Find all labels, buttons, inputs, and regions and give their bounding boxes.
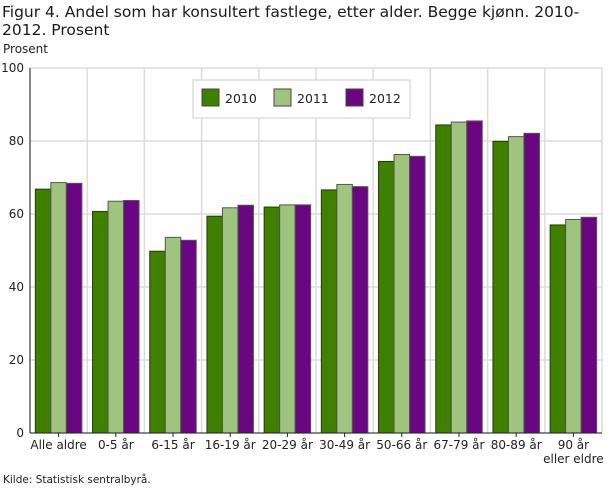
bar-2012 (237, 204, 254, 434)
bar-2010 (34, 188, 52, 434)
y-tick-label: 100 (1, 61, 24, 75)
bar-2011 (336, 183, 353, 434)
y-tick-label: 0 (16, 426, 24, 440)
bar-2012 (351, 186, 369, 434)
bar-2010 (320, 189, 338, 434)
bar-2011 (393, 154, 411, 434)
x-tick-label: Alle aldre (30, 438, 86, 452)
bar-2011 (221, 207, 239, 434)
bar-2011 (164, 236, 182, 434)
x-tick-label: 80-89 år (491, 438, 542, 452)
bar-2010 (378, 160, 395, 434)
x-tick-label: 0-5 år (98, 438, 134, 452)
x-tick-label: 90 år eller eldre (543, 438, 604, 466)
bar-2012 (294, 204, 312, 434)
bar-2011 (279, 204, 296, 434)
bar-2012 (466, 120, 483, 434)
legend-swatch (201, 88, 220, 107)
y-tick-label: 40 (9, 280, 24, 294)
bar-2010 (492, 140, 509, 434)
legend-label: 2011 (297, 91, 329, 106)
x-tick-label: 50-66 år (376, 438, 427, 452)
bar-2010 (149, 250, 166, 434)
y-tick-label: 80 (9, 134, 24, 148)
y-axis-label: Prosent (3, 42, 48, 56)
bar-2012 (580, 216, 598, 434)
legend (192, 79, 411, 119)
bar-2012 (180, 239, 197, 434)
legend-swatch (345, 88, 364, 107)
bar-2011 (50, 182, 67, 434)
bar-2011 (450, 121, 468, 434)
y-tick-label: 60 (9, 207, 24, 221)
y-tick-label: 20 (9, 353, 24, 367)
bar-2010 (92, 210, 109, 434)
bar-2012 (123, 199, 140, 434)
bar-2011 (565, 218, 582, 434)
bar-2011 (507, 136, 525, 434)
x-tick-label: 6-15 år (151, 438, 194, 452)
legend-label: 2012 (369, 91, 401, 106)
bar-2010 (549, 224, 567, 434)
x-tick-label: 67-79 år (434, 438, 485, 452)
x-tick-label: 20-29 år (262, 438, 313, 452)
x-tick-label: 30-49 år (319, 438, 370, 452)
bar-2010 (206, 215, 223, 434)
legend-label: 2010 (225, 91, 257, 106)
bar-2012 (409, 155, 426, 434)
chart-title: Figur 4. Andel som har konsultert fastle… (2, 3, 580, 39)
x-tick-label: 16-19 år (205, 438, 256, 452)
bar-2011 (107, 200, 125, 434)
source-note: Kilde: Statistisk sentralbyrå. (3, 474, 151, 486)
bar-2010 (435, 124, 452, 434)
bar-2012 (65, 182, 83, 434)
bar-2012 (523, 132, 540, 434)
bar-2010 (263, 206, 281, 434)
legend-swatch (273, 88, 292, 107)
